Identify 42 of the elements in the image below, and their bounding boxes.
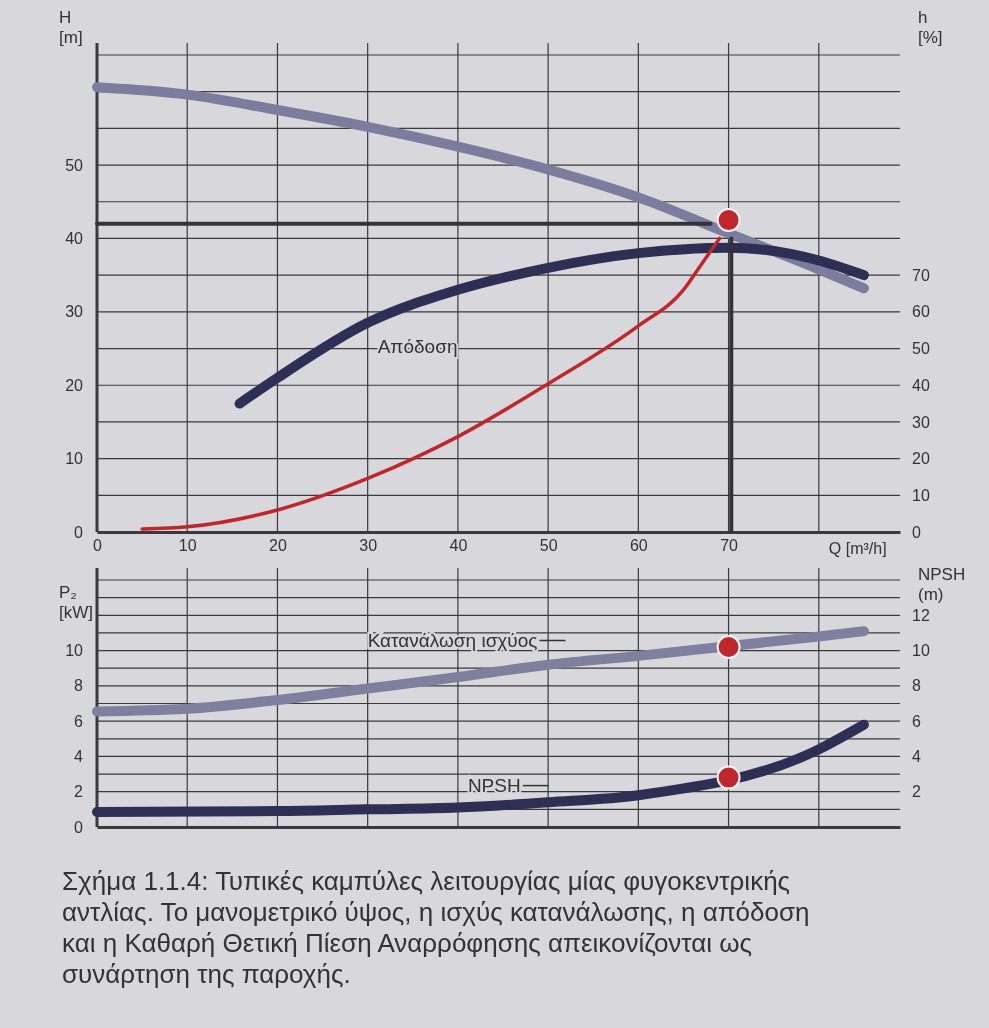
x-tick-label: 40 bbox=[449, 537, 468, 555]
y2-tick-label: 20 bbox=[912, 450, 930, 468]
y-tick-label: 30 bbox=[65, 303, 84, 321]
y-tick-label: 0 bbox=[74, 818, 84, 836]
x-tick-label: 60 bbox=[629, 537, 648, 555]
line-series bbox=[140, 236, 722, 531]
y2-tick-label: 6 bbox=[912, 712, 921, 730]
x-tick-label: 20 bbox=[269, 537, 287, 555]
x-tick-label: 70 bbox=[720, 537, 739, 555]
y-tick-label: 40 bbox=[65, 230, 84, 248]
y2-tick-label: 2 bbox=[912, 783, 921, 801]
y-tick-label: 8 bbox=[74, 677, 84, 695]
y-tick-label: 6 bbox=[74, 712, 84, 730]
y-tick-label: 2 bbox=[74, 783, 84, 801]
y-tick-label: 20 bbox=[65, 376, 84, 394]
y2-tick-label: 30 bbox=[912, 413, 930, 431]
x-tick-label: 30 bbox=[359, 537, 378, 555]
y-tick-label: 10 bbox=[65, 450, 84, 468]
y-tick-label: 10 bbox=[65, 642, 84, 660]
y2-tick-label: 40 bbox=[912, 376, 930, 394]
y2-tick-label: 4 bbox=[912, 748, 921, 766]
y-axis-title: H [m] bbox=[59, 8, 83, 47]
y2-tick-label: 12 bbox=[912, 606, 930, 624]
y2-tick-label: 10 bbox=[912, 642, 930, 660]
text: Σχήμα 1.1.4: Τυπικές καμπύλες λειτουργίας μίας φυγοκεντρικής αντλίας. Το μανομετρικό ύψος, η ισχύς κατανάλωσης, η απόδοση και η Καθαρή Θετική Πίεση Αναρρόφησης απεικονίζονται ως συνάρτηση της παροχής. bbox=[62, 866, 811, 990]
y2-tick-label: 10 bbox=[912, 486, 930, 504]
y2-tick-label: 0 bbox=[912, 523, 921, 541]
y-axis-title: P₂ [kW] bbox=[59, 583, 93, 622]
y2-axis-title: h [%] bbox=[918, 8, 943, 47]
series-label: NPSH bbox=[467, 774, 521, 796]
y-tick-label: 4 bbox=[74, 748, 84, 766]
y-tick-label: 50 bbox=[65, 156, 84, 174]
y-tick-label: 0 bbox=[74, 523, 84, 541]
y2-axis-title: NPSH (m) bbox=[918, 565, 966, 604]
x-tick-label: 10 bbox=[178, 537, 197, 555]
x-tick-label: 0 bbox=[93, 537, 103, 555]
y2-tick-label: 70 bbox=[912, 266, 930, 284]
x-axis-title: Q [m³/h] bbox=[828, 540, 887, 557]
y2-tick-label: 60 bbox=[912, 303, 930, 321]
x-tick-label: 50 bbox=[539, 537, 558, 555]
y2-tick-label: 8 bbox=[912, 677, 921, 695]
y2-tick-label: 50 bbox=[912, 340, 930, 358]
